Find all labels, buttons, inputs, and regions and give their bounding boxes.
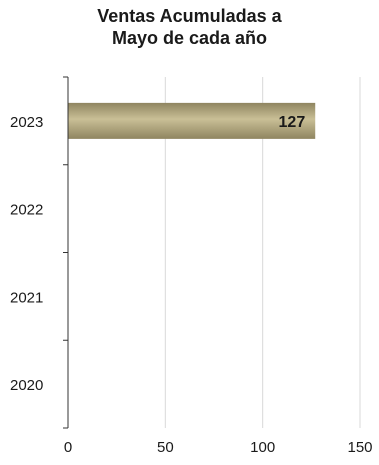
data-label-2023: 127 bbox=[279, 114, 306, 131]
x-tick-label-0: 0 bbox=[64, 439, 72, 456]
chart-title-line-2: Mayo de cada año bbox=[111, 28, 268, 48]
labels: 127 2023 2022 2021 2020 0 50 100 150 bbox=[10, 114, 373, 456]
bar-2023 bbox=[68, 102, 316, 139]
x-tick-label-50: 50 bbox=[157, 439, 174, 456]
bars bbox=[68, 102, 316, 139]
y-tick-label-2023: 2023 bbox=[10, 114, 43, 131]
chart-title: Ventas Acumuladas a Mayo de cada año bbox=[0, 5, 379, 49]
chart-title-line-1: Ventas Acumuladas a bbox=[97, 6, 282, 26]
y-tick-label-2022: 2022 bbox=[10, 202, 43, 219]
y-tick-label-2020: 2020 bbox=[10, 377, 43, 394]
x-tick-label-100: 100 bbox=[250, 439, 275, 456]
y-tick-label-2021: 2021 bbox=[10, 289, 43, 306]
x-tick-label-150: 150 bbox=[347, 439, 372, 456]
axes bbox=[63, 76, 69, 429]
